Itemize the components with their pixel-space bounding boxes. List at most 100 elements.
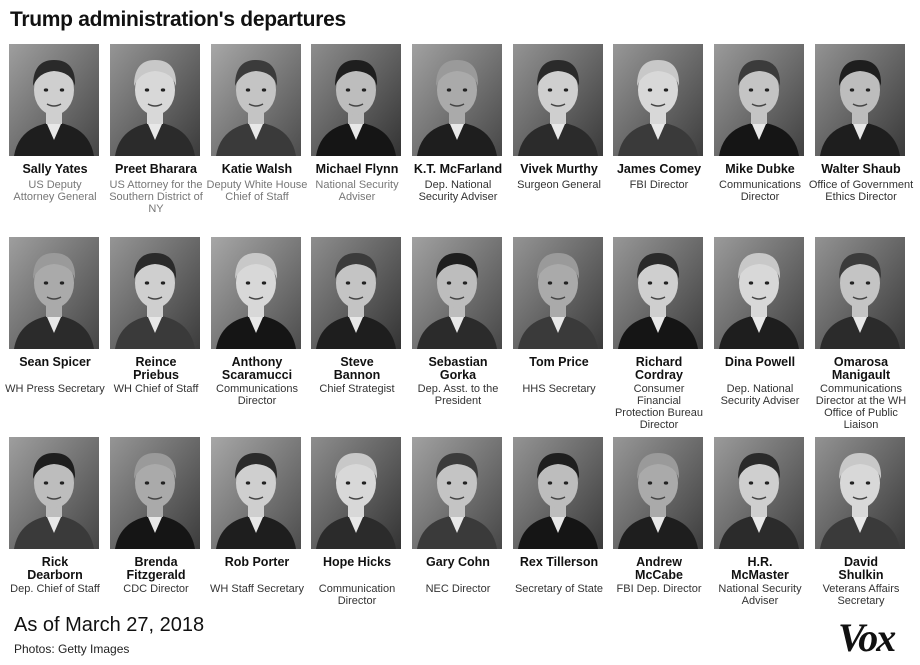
person-name: Sebastian Gorka (428, 355, 488, 382)
person-name: Rex Tillerson (519, 555, 599, 569)
person-role: Chief Strategist (319, 383, 395, 395)
portrait (613, 437, 703, 549)
portrait (211, 44, 301, 156)
portrait-photo (412, 44, 502, 156)
person-name: K.T. McFarland (413, 162, 503, 176)
portrait (311, 237, 401, 349)
person-role: WH Press Secretary (5, 383, 105, 395)
portrait-photo (311, 237, 401, 349)
portrait-photo (513, 437, 603, 549)
person-role: NEC Director (425, 583, 491, 595)
portrait (513, 437, 603, 549)
portrait-photo (412, 237, 502, 349)
portrait-photo (311, 437, 401, 549)
portrait-photo (211, 44, 301, 156)
person-role: Surgeon General (517, 179, 601, 191)
person-role: FBI Director (629, 179, 689, 191)
person-name: Rob Porter (224, 555, 290, 569)
portrait-photo (110, 44, 200, 156)
person-name: Tom Price (529, 355, 589, 369)
person-name: Andrew McCabe (635, 555, 683, 582)
person-name: Sally Yates (22, 162, 88, 176)
portrait (211, 237, 301, 349)
portrait-photo (513, 44, 603, 156)
portrait (714, 44, 804, 156)
portrait-photo (714, 44, 804, 156)
portrait (110, 437, 200, 549)
photo-credit: Photos: Getty Images (14, 642, 130, 656)
portrait (110, 237, 200, 349)
vox-logo: Vox (838, 615, 896, 660)
portrait (513, 44, 603, 156)
portrait-photo (9, 237, 99, 349)
portrait-photo (714, 437, 804, 549)
portrait-photo (211, 237, 301, 349)
person-name: Mike Dubke (725, 162, 795, 176)
person-role: FBI Dep. Director (616, 583, 702, 595)
portrait (815, 44, 905, 156)
portrait-photo (714, 237, 804, 349)
person-role: Deputy White House Chief of Staff (206, 179, 308, 203)
person-role: WH Chief of Staff (113, 383, 199, 395)
portrait (412, 437, 502, 549)
portrait (412, 237, 502, 349)
portrait (110, 44, 200, 156)
portrait (815, 237, 905, 349)
portrait-photo (513, 237, 603, 349)
person-role: Communications Director (719, 179, 801, 203)
person-role: US Attorney for the Southern District of… (109, 179, 203, 215)
person-name: Vivek Murthy (520, 162, 598, 176)
person-role: Communication Director (318, 583, 396, 607)
portrait (513, 237, 603, 349)
person-role: Communications Director (216, 383, 298, 407)
portrait (815, 437, 905, 549)
portrait-photo (412, 437, 502, 549)
portrait-photo (613, 44, 703, 156)
person-name: H.R. McMaster (731, 555, 789, 582)
person-role: National Security Adviser (718, 583, 802, 607)
person-name: Reince Priebus (133, 355, 179, 382)
person-role: HHS Secretary (522, 383, 596, 395)
person-name: Michael Flynn (315, 162, 399, 176)
as-of-date: As of March 27, 2018 (14, 614, 205, 636)
portrait-photo (9, 437, 99, 549)
person-role: Veterans Affairs Secretary (822, 583, 900, 607)
person-role: Dep. National Security Adviser (720, 383, 800, 407)
person-role: Dep. National Security Adviser (418, 179, 498, 203)
person-name: Richard Cordray (635, 355, 683, 382)
person-name: Rick Dearborn (27, 555, 83, 582)
person-name: Brenda Fitzgerald (126, 555, 186, 582)
portrait (613, 44, 703, 156)
portrait-photo (815, 44, 905, 156)
portrait (714, 437, 804, 549)
person-name: Gary Cohn (426, 555, 490, 569)
portrait (9, 237, 99, 349)
person-role: Office of Government Ethics Director (808, 179, 914, 203)
person-role: Consumer Financial Protection Bureau Dir… (614, 383, 704, 431)
person-name: Hope Hicks (322, 555, 392, 569)
person-role: Dep. Chief of Staff (10, 583, 100, 595)
person-role: Communications Director at the WH Office… (815, 383, 907, 431)
person-name: Preet Bharara (115, 162, 197, 176)
page-title: Trump administration's departures (10, 8, 346, 31)
person-role: US Deputy Attorney General (13, 179, 97, 203)
portrait-photo (815, 437, 905, 549)
person-name: James Comey (616, 162, 702, 176)
person-role: WH Staff Secretary (210, 583, 304, 595)
person-role: Secretary of State (514, 583, 604, 595)
portrait (412, 44, 502, 156)
person-name: Sean Spicer (19, 355, 91, 369)
portrait-photo (211, 437, 301, 549)
portrait (311, 44, 401, 156)
portrait-photo (110, 237, 200, 349)
portrait-photo (613, 437, 703, 549)
portrait-photo (110, 437, 200, 549)
portrait-photo (9, 44, 99, 156)
portrait-photo (815, 237, 905, 349)
portrait (613, 237, 703, 349)
person-name: Katie Walsh (221, 162, 293, 176)
portrait (9, 437, 99, 549)
person-name: Omarosa Manigault (831, 355, 891, 382)
person-role: CDC Director (123, 583, 189, 595)
